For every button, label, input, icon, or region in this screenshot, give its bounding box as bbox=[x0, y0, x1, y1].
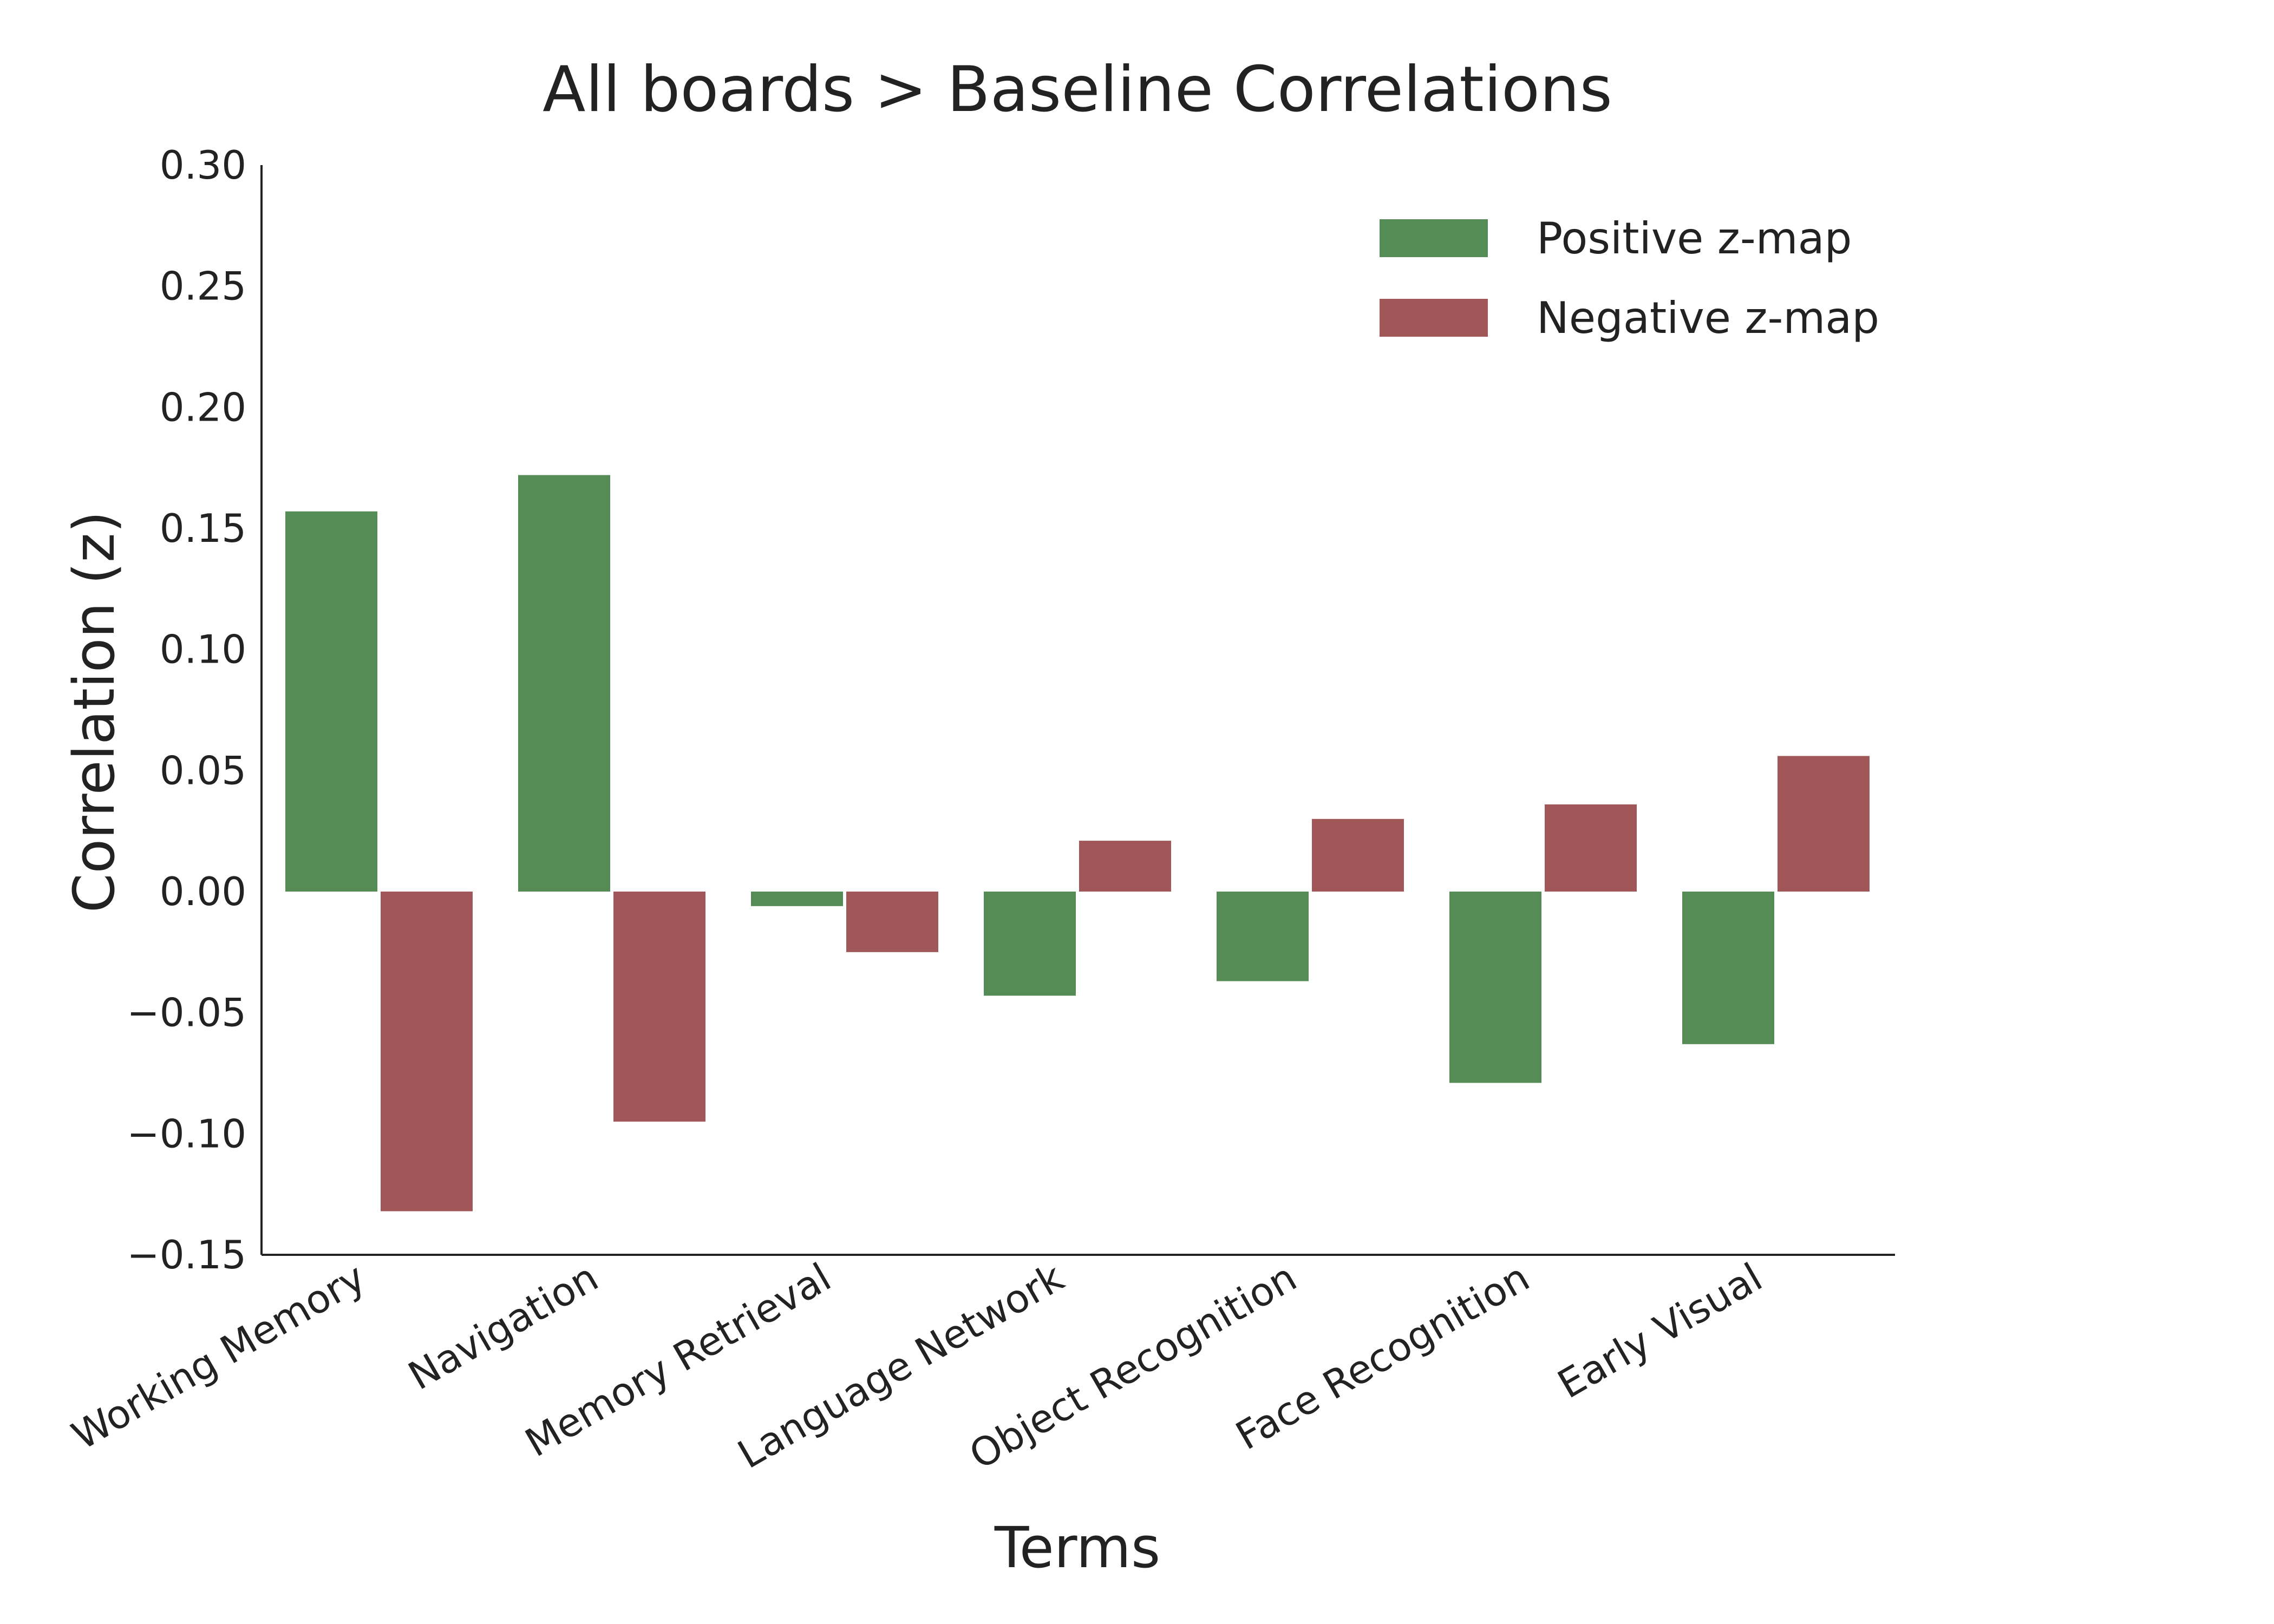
x-tick-label: Working Memory bbox=[64, 1254, 373, 1458]
positive-bar-face-recognition bbox=[1449, 892, 1541, 1083]
negative-bar-face-recognition bbox=[1545, 804, 1637, 892]
y-tick-label: 0.25 bbox=[160, 264, 246, 309]
legend-swatch-positive bbox=[1380, 219, 1488, 257]
y-tick-label: 0.05 bbox=[160, 748, 246, 793]
bars-group bbox=[285, 475, 1870, 1212]
legend: Positive z-map Negative z-map bbox=[1380, 213, 1879, 343]
negative-bar-working-memory bbox=[381, 892, 473, 1212]
x-axis-label: Terms bbox=[994, 1515, 1160, 1581]
negative-bar-language-network bbox=[1079, 841, 1171, 892]
positive-bar-language-network bbox=[984, 892, 1076, 996]
y-tick-label: −0.10 bbox=[127, 1111, 246, 1156]
y-tick-label: 0.00 bbox=[160, 869, 246, 914]
y-axis-label: Correlation (z) bbox=[61, 511, 127, 913]
x-tick-label: Early Visual bbox=[1550, 1254, 1769, 1407]
legend-label-positive: Positive z-map bbox=[1537, 213, 1852, 264]
legend-swatch-negative bbox=[1380, 299, 1488, 337]
legend-label-negative: Negative z-map bbox=[1537, 293, 1879, 343]
y-tick-label: −0.05 bbox=[127, 990, 246, 1036]
positive-bar-memory-retrieval bbox=[751, 892, 843, 906]
positive-bar-navigation bbox=[518, 475, 610, 892]
negative-bar-memory-retrieval bbox=[846, 892, 938, 952]
positive-bar-working-memory bbox=[285, 511, 377, 892]
y-tick-label: −0.15 bbox=[127, 1232, 246, 1278]
x-tick-label: Navigation bbox=[401, 1254, 605, 1399]
y-tick-label: 0.10 bbox=[160, 627, 246, 672]
negative-bar-early-visual bbox=[1778, 756, 1870, 892]
y-tick-label: 0.30 bbox=[160, 142, 246, 188]
y-tick-label: 0.20 bbox=[160, 384, 246, 430]
negative-bar-object-recognition bbox=[1312, 818, 1404, 892]
y-tick-labels: 0.30 0.25 0.20 0.15 0.10 0.05 0.00 −0.05 −0.10 −0… bbox=[127, 142, 246, 1278]
positive-bar-object-recognition bbox=[1217, 892, 1309, 981]
positive-bar-early-visual bbox=[1682, 892, 1774, 1044]
chart-title: All boards > Baseline Correlations bbox=[543, 53, 1612, 126]
negative-bar-navigation bbox=[613, 892, 705, 1122]
y-tick-label: 0.15 bbox=[160, 506, 246, 551]
